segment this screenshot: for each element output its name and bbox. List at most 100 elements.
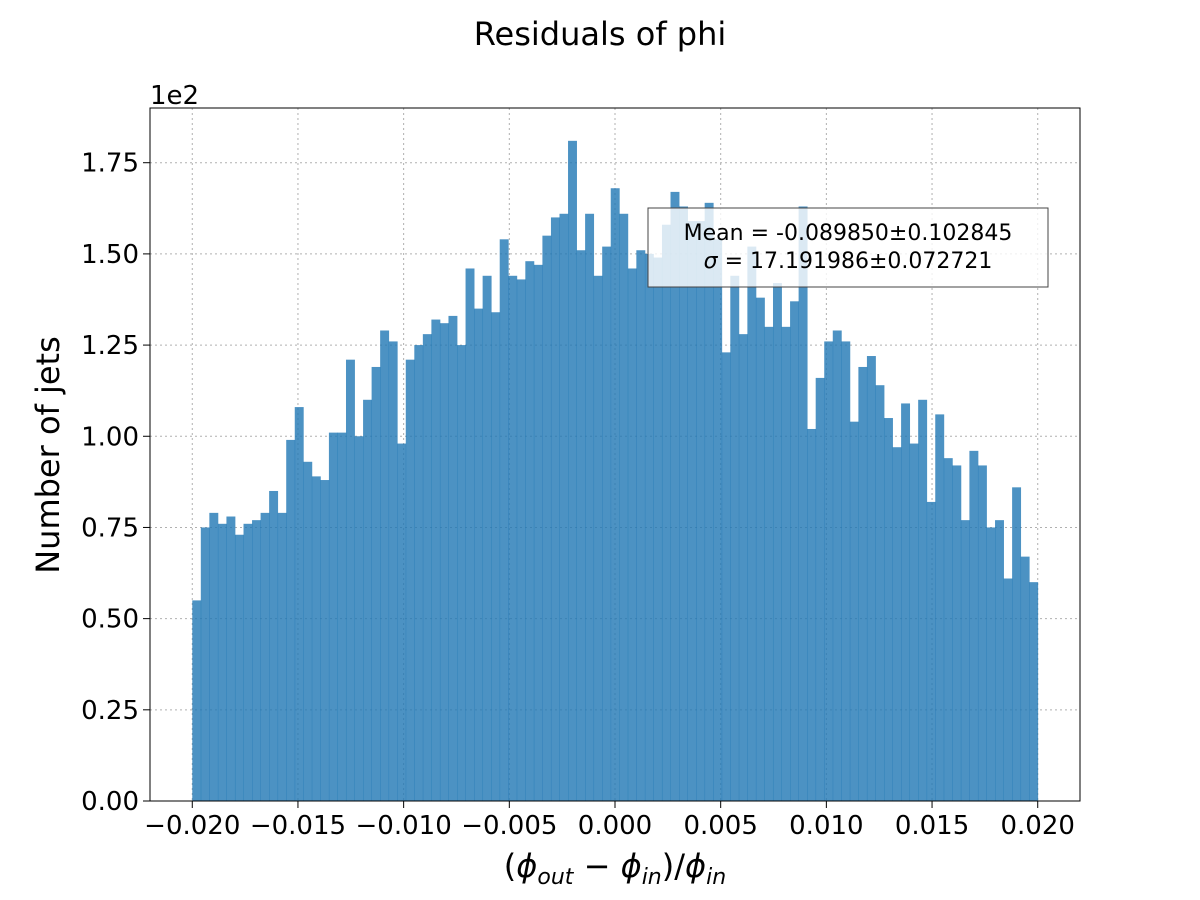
histogram-bar xyxy=(661,224,671,802)
histogram-bar xyxy=(772,283,782,801)
histogram-bars xyxy=(192,140,1039,802)
histogram-bar xyxy=(670,191,680,801)
stats-sigma: σ = 17.191986±0.072721 xyxy=(704,249,993,274)
histogram-bar xyxy=(602,246,612,802)
y-axis-label: Number of jets xyxy=(29,336,67,574)
histogram-bar xyxy=(858,366,868,801)
histogram-bar xyxy=(414,345,424,801)
x-tick-label: −0.015 xyxy=(250,811,346,841)
histogram-bar xyxy=(1003,578,1013,801)
y-tick-label: 1.25 xyxy=(81,331,139,361)
y-tick-label: 0.50 xyxy=(81,605,139,635)
histogram-bar xyxy=(807,428,817,801)
histogram-bar xyxy=(901,403,911,801)
histogram-bar xyxy=(636,250,646,801)
histogram-bar xyxy=(986,527,996,801)
histogram-bar xyxy=(995,520,1004,801)
histogram-bar xyxy=(397,443,407,801)
histogram-bar xyxy=(585,213,595,801)
histogram-bar xyxy=(747,246,757,802)
histogram-bar xyxy=(491,312,501,801)
histogram-bar xyxy=(286,439,296,801)
histogram-bar xyxy=(311,476,321,801)
histogram-bar xyxy=(841,341,851,801)
histogram-bar xyxy=(234,534,244,801)
histogram-bar xyxy=(730,275,740,801)
histogram-bar xyxy=(627,268,637,802)
histogram-bar xyxy=(525,261,535,801)
histogram-bar xyxy=(448,315,458,801)
histogram-bar xyxy=(721,352,731,801)
histogram-bar xyxy=(269,490,279,801)
histogram-bar xyxy=(533,264,543,802)
histogram-bar xyxy=(593,275,603,801)
x-tick-label: 0.020 xyxy=(1001,811,1075,841)
x-tick-label: −0.010 xyxy=(356,811,452,841)
histogram-bar xyxy=(619,213,629,801)
histogram-bar xyxy=(713,239,723,801)
histogram-bar xyxy=(1012,487,1022,801)
y-tick-label: 1.50 xyxy=(81,240,139,270)
histogram-bar xyxy=(277,512,287,801)
histogram-bar xyxy=(1020,556,1030,801)
histogram-bar xyxy=(866,356,876,801)
x-tick-label: 0.010 xyxy=(789,811,863,841)
histogram-bar xyxy=(217,523,227,801)
histogram-bar xyxy=(832,330,842,801)
histogram-bar xyxy=(926,501,936,801)
histogram-bar xyxy=(380,330,390,801)
histogram-bar xyxy=(516,279,526,801)
y-tick-label: 0.25 xyxy=(81,696,139,726)
x-tick-label: −0.005 xyxy=(461,811,557,841)
histogram-bar xyxy=(294,407,304,801)
histogram-bar xyxy=(909,443,919,801)
histogram-bar xyxy=(303,461,313,801)
histogram-bar xyxy=(439,323,449,801)
histogram-bar xyxy=(252,520,261,801)
histogram-bar xyxy=(576,250,586,801)
histogram-bar xyxy=(371,366,381,801)
histogram-bar xyxy=(969,450,979,801)
histogram-bar xyxy=(260,512,270,801)
histogram-bar xyxy=(363,399,373,801)
histogram-bar xyxy=(952,465,962,801)
histogram-bar xyxy=(457,345,466,801)
histogram-bar xyxy=(345,359,355,801)
histogram-bar xyxy=(849,421,859,801)
y-tick-label: 1.00 xyxy=(81,422,139,452)
histogram-bar xyxy=(610,188,620,802)
histogram-bar xyxy=(388,341,398,801)
x-axis-ticks: −0.020 −0.015 −0.010 −0.005 0.000 0.005 0.010 0… xyxy=(144,801,1075,841)
histogram-bar xyxy=(354,436,364,801)
histogram-bar xyxy=(696,221,706,801)
histogram-bar xyxy=(550,217,560,802)
histogram-bar xyxy=(337,432,347,801)
histogram-bar xyxy=(960,520,970,801)
histogram-bar xyxy=(884,418,893,801)
histogram-bar xyxy=(704,202,714,801)
x-tick-label: −0.020 xyxy=(144,811,240,841)
y-tick-label: 1.75 xyxy=(81,149,139,179)
histogram-bar xyxy=(482,275,492,801)
histogram-bar xyxy=(875,385,885,801)
histogram-bar xyxy=(679,206,688,802)
stats-mean: Mean = -0.089850±0.102845 xyxy=(684,221,1013,246)
histogram-bar xyxy=(918,399,928,801)
histogram-bar xyxy=(644,253,654,801)
histogram-bar xyxy=(781,326,791,801)
histogram-bar xyxy=(405,359,415,801)
histogram-bar xyxy=(474,308,484,801)
histogram-bar xyxy=(815,377,825,801)
histogram-bar xyxy=(431,319,441,801)
histogram-bar xyxy=(200,527,210,801)
histogram-bar xyxy=(653,257,663,801)
histogram-bar xyxy=(824,341,834,801)
histogram-bar xyxy=(977,465,987,801)
x-tick-label: 0.000 xyxy=(578,811,652,841)
histogram-bar xyxy=(1029,582,1039,801)
histogram-bar xyxy=(892,447,902,801)
histogram-bar xyxy=(508,275,518,801)
histogram-bar xyxy=(542,235,552,801)
x-axis-label: (ϕout − ϕin)/ϕin xyxy=(504,847,726,890)
